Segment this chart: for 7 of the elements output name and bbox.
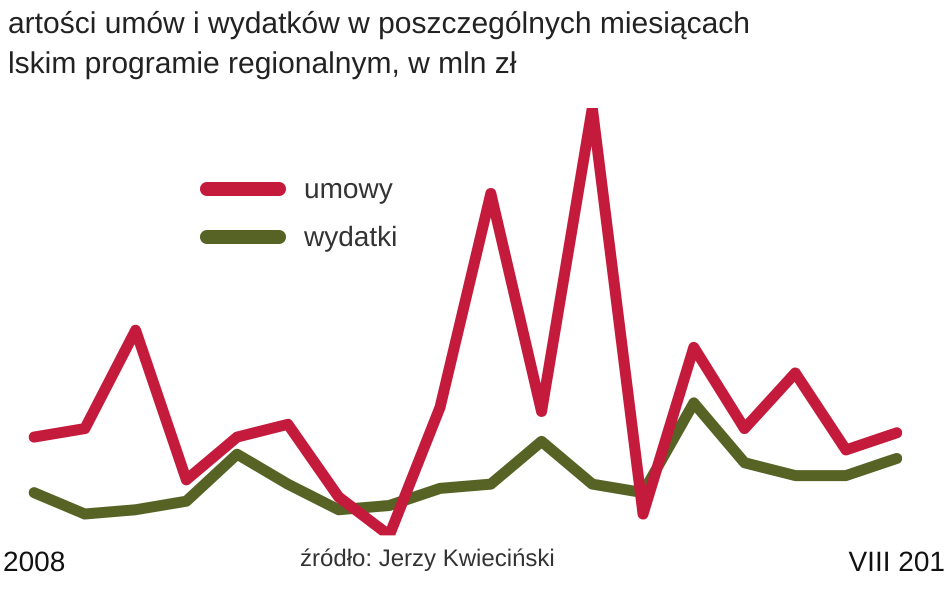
chart-title: artości umów i wydatków w poszczególnych miesiącach — [8, 6, 750, 42]
x-tick-label: VIII 201 — [848, 546, 946, 577]
text: źródło: Jerzy Kwieciński — [300, 545, 555, 573]
legend-label: wydatki — [304, 221, 398, 253]
chart-subtitle: lskim programie regionalnym, w mln zł — [8, 46, 518, 82]
x-tick-label: 2008 — [2, 546, 66, 577]
legend-label: umowy — [304, 173, 393, 205]
